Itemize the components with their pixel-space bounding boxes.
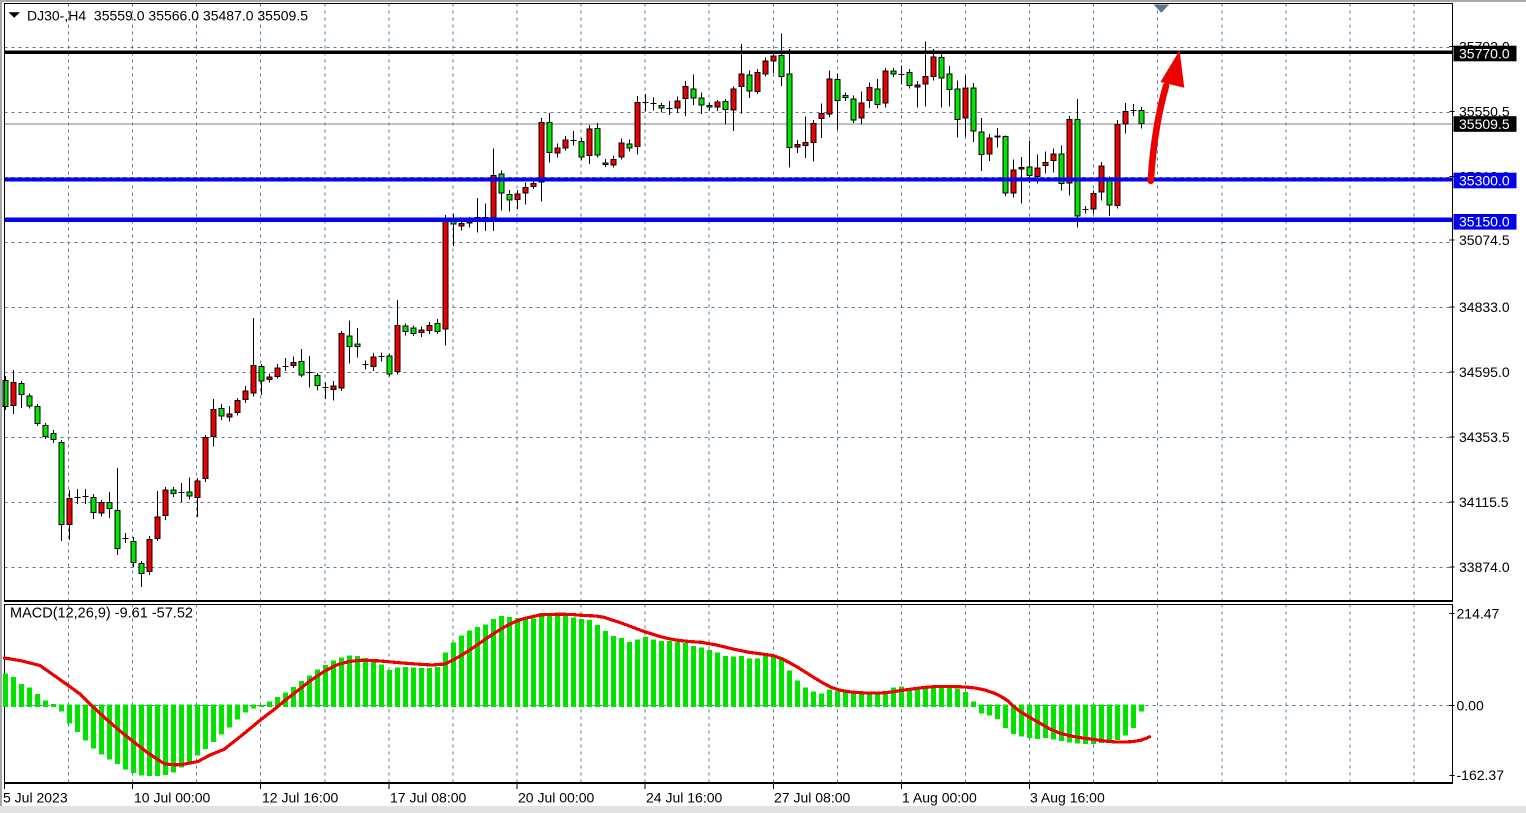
svg-text:35550.5: 35550.5 — [1459, 103, 1510, 119]
svg-text:MACD(12,26,9) -9.61 -57.52: MACD(12,26,9) -9.61 -57.52 — [10, 606, 193, 622]
svg-text:34353.5: 34353.5 — [1459, 429, 1510, 445]
svg-text:35074.5: 35074.5 — [1459, 232, 1510, 248]
svg-text:12 Jul 16:00: 12 Jul 16:00 — [262, 789, 338, 805]
svg-text:3 Aug 16:00: 3 Aug 16:00 — [1030, 789, 1105, 805]
svg-text:27 Jul 08:00: 27 Jul 08:00 — [774, 789, 850, 805]
svg-text:35300.0: 35300.0 — [1459, 172, 1510, 188]
svg-text:1 Aug 00:00: 1 Aug 00:00 — [902, 789, 977, 805]
svg-text:DJ30-,H4 35559.0 35566.0 3548: DJ30-,H4 35559.0 35566.0 35487.0 35509.5 — [27, 7, 308, 23]
svg-text:17 Jul 08:00: 17 Jul 08:00 — [390, 789, 466, 805]
svg-text:33874.0: 33874.0 — [1459, 559, 1510, 575]
svg-text:-162.37: -162.37 — [1457, 767, 1505, 783]
svg-text:35509.5: 35509.5 — [1459, 116, 1510, 132]
svg-text:34595.0: 34595.0 — [1459, 364, 1510, 380]
svg-text:35770.0: 35770.0 — [1459, 45, 1510, 61]
svg-text:214.47: 214.47 — [1457, 605, 1500, 621]
svg-text:24 Jul 16:00: 24 Jul 16:00 — [646, 789, 722, 805]
svg-text:0.00: 0.00 — [1457, 697, 1484, 713]
svg-text:5 Jul 2023: 5 Jul 2023 — [3, 789, 68, 805]
svg-text:10 Jul 00:00: 10 Jul 00:00 — [134, 789, 210, 805]
svg-text:35150.0: 35150.0 — [1459, 214, 1510, 230]
svg-text:34115.5: 34115.5 — [1459, 494, 1509, 510]
svg-text:34833.0: 34833.0 — [1459, 299, 1510, 315]
svg-text:20 Jul 00:00: 20 Jul 00:00 — [518, 789, 594, 805]
